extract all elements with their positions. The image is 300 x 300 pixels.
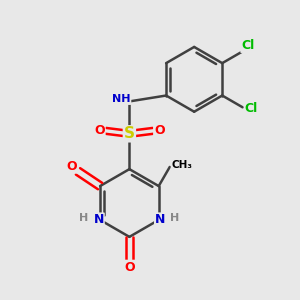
- Text: N: N: [155, 213, 165, 226]
- Text: N: N: [93, 213, 104, 226]
- Text: O: O: [154, 124, 165, 137]
- Text: H: H: [170, 214, 179, 224]
- Text: O: O: [66, 160, 77, 172]
- Text: Cl: Cl: [241, 39, 254, 52]
- Text: O: O: [94, 124, 105, 137]
- Text: H: H: [79, 214, 88, 224]
- Text: O: O: [124, 261, 135, 274]
- Text: NH: NH: [112, 94, 130, 104]
- Text: CH₃: CH₃: [172, 160, 193, 170]
- Text: S: S: [124, 126, 135, 141]
- Text: Cl: Cl: [245, 102, 258, 115]
